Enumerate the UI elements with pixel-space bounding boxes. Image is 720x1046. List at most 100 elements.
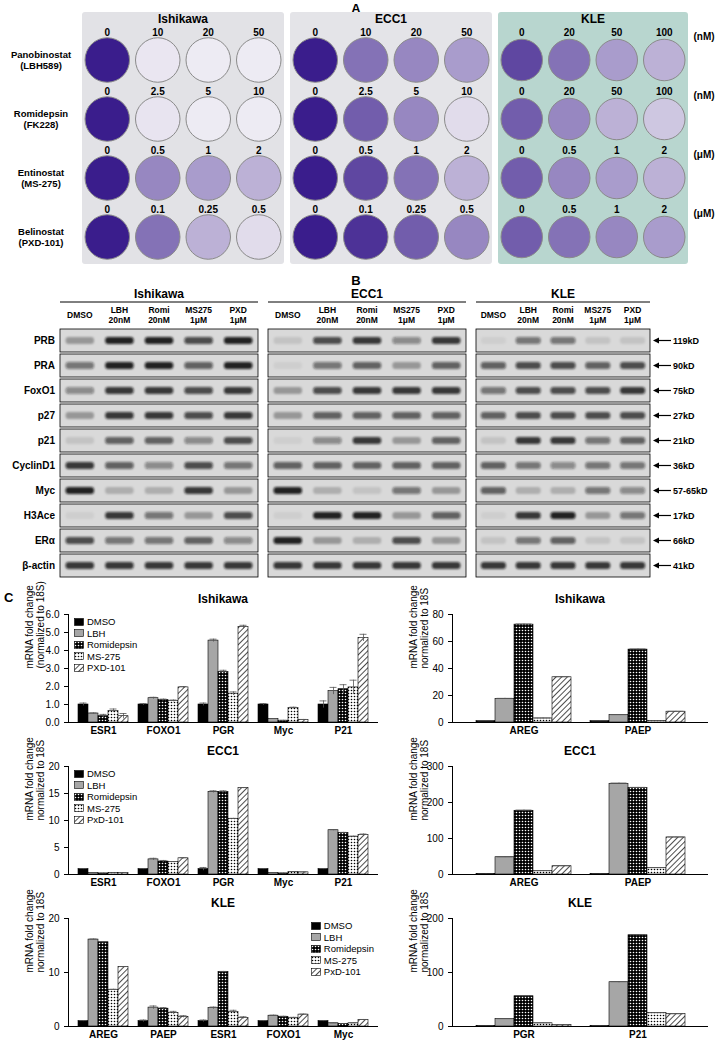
svg-text:LBH20nM: LBH20nM xyxy=(517,305,539,325)
svg-text:57-65kD: 57-65kD xyxy=(673,486,708,496)
svg-text:5.0: 5.0 xyxy=(46,627,60,638)
svg-text:CyclinD1: CyclinD1 xyxy=(12,460,55,471)
svg-text:0: 0 xyxy=(438,1021,444,1032)
svg-text:0.5: 0.5 xyxy=(151,145,165,156)
svg-text:Belinostat(PXD-101): Belinostat(PXD-101) xyxy=(18,226,65,248)
svg-text:0: 0 xyxy=(312,86,318,97)
svg-text:10: 10 xyxy=(253,86,265,97)
svg-text:AREG: AREG xyxy=(510,877,539,888)
svg-text:Ishikawa: Ishikawa xyxy=(134,287,184,301)
svg-text:20: 20 xyxy=(411,27,423,38)
svg-text:(nM): (nM) xyxy=(693,31,714,42)
svg-text:Panobinostat(LBH589): Panobinostat(LBH589) xyxy=(11,49,72,71)
svg-text:ESR1: ESR1 xyxy=(90,877,117,888)
svg-text:20: 20 xyxy=(48,761,60,772)
svg-text:17kD: 17kD xyxy=(673,511,695,521)
svg-text:0: 0 xyxy=(312,204,318,215)
svg-text:20: 20 xyxy=(564,86,576,97)
svg-text:2: 2 xyxy=(256,145,262,156)
svg-text:80: 80 xyxy=(432,609,444,620)
svg-text:DMSO: DMSO xyxy=(275,310,301,320)
svg-text:100: 100 xyxy=(427,833,444,844)
svg-text:ESR1: ESR1 xyxy=(90,725,117,736)
svg-text:21kD: 21kD xyxy=(673,436,695,446)
svg-text:PGR: PGR xyxy=(213,725,235,736)
svg-text:90kD: 90kD xyxy=(673,361,695,371)
svg-text:FOXO1: FOXO1 xyxy=(267,1029,301,1040)
svg-text:(μM): (μM) xyxy=(693,208,714,219)
svg-text:0: 0 xyxy=(438,869,444,880)
svg-text:1: 1 xyxy=(413,145,419,156)
svg-text:β-actin: β-actin xyxy=(22,560,55,571)
svg-text:0: 0 xyxy=(519,86,525,97)
svg-text:0.25: 0.25 xyxy=(199,204,219,215)
svg-text:FOXO1: FOXO1 xyxy=(147,877,181,888)
svg-text:50: 50 xyxy=(611,27,623,38)
svg-text:0: 0 xyxy=(54,869,60,880)
svg-text:mRNA fold changenormalized to: mRNA fold changenormalized to 18S xyxy=(24,737,46,821)
svg-text:0: 0 xyxy=(104,145,110,156)
svg-text:1: 1 xyxy=(205,145,211,156)
svg-text:(μM): (μM) xyxy=(693,149,714,160)
svg-text:ECC1: ECC1 xyxy=(375,12,407,26)
svg-text:5: 5 xyxy=(413,86,419,97)
svg-text:ESR1: ESR1 xyxy=(210,1029,237,1040)
svg-text:P21: P21 xyxy=(335,725,353,736)
svg-text:Romi20nM: Romi20nM xyxy=(148,305,170,325)
svg-text:0.25: 0.25 xyxy=(407,204,427,215)
svg-text:0: 0 xyxy=(519,145,525,156)
svg-text:0.5: 0.5 xyxy=(252,204,266,215)
svg-text:0: 0 xyxy=(104,86,110,97)
svg-text:2.5: 2.5 xyxy=(151,86,165,97)
svg-text:LBH20nM: LBH20nM xyxy=(109,305,131,325)
svg-text:5: 5 xyxy=(205,86,211,97)
svg-text:20: 20 xyxy=(564,27,576,38)
svg-text:41kD: 41kD xyxy=(673,561,695,571)
svg-text:DMSO: DMSO xyxy=(67,310,93,320)
svg-text:0.1: 0.1 xyxy=(359,204,373,215)
svg-text:66kD: 66kD xyxy=(673,536,695,546)
svg-text:36kD: 36kD xyxy=(673,461,695,471)
svg-text:Myc: Myc xyxy=(36,485,56,496)
svg-text:PXD1μM: PXD1μM xyxy=(624,305,641,325)
svg-text:mRNA fold changenormalized to: mRNA fold changenormalized to 18S xyxy=(24,889,46,973)
svg-text:0: 0 xyxy=(312,145,318,156)
svg-text:KLE: KLE xyxy=(551,287,575,301)
svg-text:MS2751μM: MS2751μM xyxy=(584,305,611,325)
svg-text:PXD1μM: PXD1μM xyxy=(229,305,246,325)
svg-text:(nM): (nM) xyxy=(693,90,714,101)
svg-text:0.1: 0.1 xyxy=(151,204,165,215)
svg-text:mRNA fold change(normalized to: mRNA fold change(normalized to 18S) xyxy=(24,581,46,668)
svg-text:2.5: 2.5 xyxy=(359,86,373,97)
svg-text:119kD: 119kD xyxy=(673,336,700,346)
svg-text:LBH20nM: LBH20nM xyxy=(317,305,339,325)
svg-text:20: 20 xyxy=(48,913,60,924)
svg-text:0.5: 0.5 xyxy=(460,204,474,215)
svg-text:AREG: AREG xyxy=(89,1029,118,1040)
svg-text:PAEP: PAEP xyxy=(150,1029,177,1040)
svg-text:p27: p27 xyxy=(38,410,56,421)
svg-text:Myc: Myc xyxy=(274,725,294,736)
svg-text:PRA: PRA xyxy=(34,360,55,371)
svg-text:10: 10 xyxy=(461,86,473,97)
svg-text:0: 0 xyxy=(519,27,525,38)
svg-text:0: 0 xyxy=(519,204,525,215)
svg-text:MS2751μM: MS2751μM xyxy=(185,305,212,325)
svg-text:0: 0 xyxy=(54,1021,60,1032)
svg-text:3.0: 3.0 xyxy=(46,663,60,674)
svg-text:P21: P21 xyxy=(335,877,353,888)
svg-text:PGR: PGR xyxy=(213,877,235,888)
svg-text:PAEP: PAEP xyxy=(625,725,652,736)
svg-text:Entinostat(MS-275): Entinostat(MS-275) xyxy=(18,167,65,189)
svg-text:50: 50 xyxy=(611,86,623,97)
svg-text:2: 2 xyxy=(661,204,667,215)
svg-text:PGR: PGR xyxy=(513,1029,535,1040)
svg-text:Romi20nM: Romi20nM xyxy=(356,305,378,325)
svg-text:4.0: 4.0 xyxy=(46,645,60,656)
svg-text:100: 100 xyxy=(656,27,673,38)
svg-text:0: 0 xyxy=(312,27,318,38)
svg-text:10: 10 xyxy=(360,27,372,38)
svg-text:MS2751μM: MS2751μM xyxy=(393,305,420,325)
svg-text:ECC1: ECC1 xyxy=(351,287,383,301)
svg-text:5: 5 xyxy=(54,842,60,853)
